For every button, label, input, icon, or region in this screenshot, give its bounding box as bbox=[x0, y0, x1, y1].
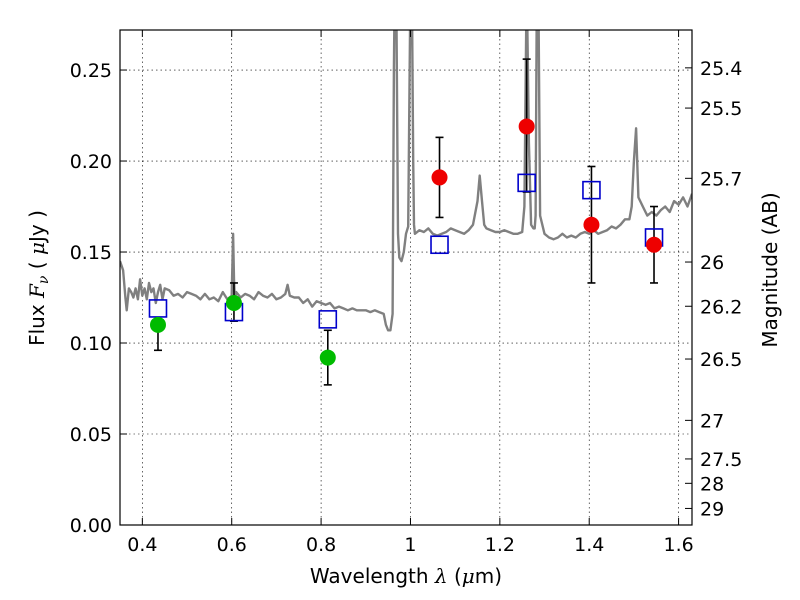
red-point-marker bbox=[583, 216, 600, 233]
y2-axis-title: Magnitude (AB) bbox=[758, 192, 782, 347]
x-tick-label: 0.8 bbox=[306, 534, 336, 556]
green-point-marker bbox=[319, 349, 336, 366]
x-tick-label: 1.4 bbox=[574, 534, 604, 556]
x-axis-title: Wavelength λ (μm) bbox=[310, 564, 502, 588]
mag-tick-label: 26.2 bbox=[700, 296, 742, 318]
y-tick-label: 0.25 bbox=[70, 60, 112, 82]
model-spectrum-line bbox=[120, 30, 692, 332]
y-tick-label: 0.00 bbox=[70, 515, 112, 537]
mag-tick-label: 27 bbox=[700, 410, 724, 432]
y-tick-label: 0.15 bbox=[70, 242, 112, 264]
mag-tick-label: 27.5 bbox=[700, 449, 742, 471]
series-layer bbox=[120, 30, 692, 332]
markers-layer bbox=[148, 58, 664, 386]
red-point-marker bbox=[431, 169, 448, 186]
x-tick-label: 0.6 bbox=[217, 534, 247, 556]
x-tick-label: 1.6 bbox=[663, 534, 693, 556]
model-box-marker bbox=[517, 173, 536, 193]
red-point-marker bbox=[518, 118, 535, 135]
y-tick-label: 0.10 bbox=[70, 333, 112, 355]
red-point-marker bbox=[646, 236, 663, 253]
plot-frame bbox=[119, 29, 693, 526]
x-tick-label: 1 bbox=[404, 534, 416, 556]
ticks-layer: 0.4 0.6 0.8 1 1.2 1.4 1.6 0.00 0.05 0.10 0.15 0.20 0… bbox=[70, 30, 742, 556]
x-tick-label: 1.2 bbox=[485, 534, 515, 556]
mag-tick-label: 25.5 bbox=[700, 98, 742, 120]
y-tick-label: 0.05 bbox=[70, 424, 112, 446]
plot-background bbox=[120, 30, 692, 525]
mag-tick-label: 26.5 bbox=[700, 349, 742, 371]
green-point-marker bbox=[225, 294, 242, 311]
y-tick-label: 0.20 bbox=[70, 151, 112, 173]
mag-tick-label: 29 bbox=[700, 498, 724, 520]
mag-tick-label: 25.4 bbox=[700, 58, 742, 80]
mag-tick-label: 25.7 bbox=[700, 168, 742, 190]
model-box-marker bbox=[318, 310, 338, 329]
mag-tick-label: 26 bbox=[700, 252, 724, 274]
y-axis-title: Flux Fν ( μJy ) bbox=[25, 210, 52, 346]
model-box-marker bbox=[582, 180, 601, 200]
model-box-marker bbox=[430, 235, 449, 255]
x-tick-label: 0.4 bbox=[127, 534, 157, 556]
green-point-marker bbox=[149, 316, 166, 333]
mag-tick-label: 28 bbox=[700, 473, 724, 495]
